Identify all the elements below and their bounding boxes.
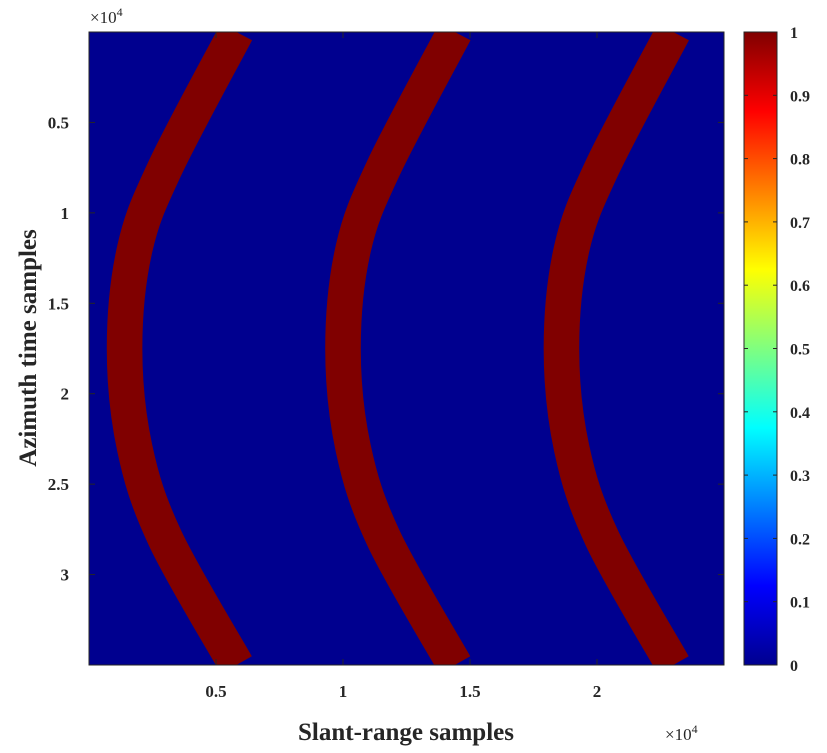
colorbar-tick-label: 0.8 bbox=[790, 152, 810, 169]
y-tick-label: 2.5 bbox=[48, 475, 69, 494]
colorbar-tick-label: 1 bbox=[790, 25, 798, 42]
y-tick-label: 1.5 bbox=[48, 294, 69, 313]
y-tick-label: 0.5 bbox=[48, 113, 69, 132]
y-axis-exponent: ×104 bbox=[90, 5, 123, 27]
x-tick-label: 1 bbox=[339, 682, 348, 701]
y-tick-label: 2 bbox=[61, 385, 70, 404]
colorbar-gradient bbox=[743, 31, 778, 666]
x-axis-ticks: 0.5 1 1.5 2 bbox=[205, 32, 601, 701]
colorbar-tick-label: 0 bbox=[790, 658, 798, 675]
colorbar-tick-label: 0.2 bbox=[790, 531, 810, 548]
colorbar-tick-label: 0.5 bbox=[790, 342, 810, 359]
colorbar-tick-label: 0.7 bbox=[790, 215, 810, 232]
x-tick-label: 2 bbox=[593, 682, 602, 701]
plot-area: 0.5 1 1.5 2 0.5 1 1.5 2 2.5 3 bbox=[48, 31, 725, 701]
x-axis-exponent: ×104 bbox=[665, 722, 698, 744]
colorbar-tick-label: 0.4 bbox=[790, 405, 810, 422]
plot-frame bbox=[88, 31, 725, 666]
colorbar-tick-label: 0.1 bbox=[790, 595, 810, 612]
colorbar-tick-label: 0.3 bbox=[790, 468, 810, 485]
x-tick-label: 1.5 bbox=[459, 682, 480, 701]
x-tick-label: 0.5 bbox=[205, 682, 226, 701]
x-axis-title: Slant-range samples bbox=[298, 719, 514, 746]
range-curves bbox=[106, 32, 689, 665]
range-curve-2 bbox=[325, 32, 471, 665]
y-axis-title: Azimuth time samples bbox=[15, 229, 42, 467]
range-curve-3 bbox=[543, 32, 689, 665]
y-tick-label: 3 bbox=[61, 566, 70, 585]
y-axis-ticks: 0.5 1 1.5 2 2.5 3 bbox=[48, 113, 724, 585]
y-tick-label: 1 bbox=[61, 204, 70, 223]
colorbar-tick-label: 0.9 bbox=[790, 88, 810, 105]
colorbar-tick-label: 0.6 bbox=[790, 278, 810, 295]
colorbar-ticks: 0 0.1 0.2 0.3 0.4 0.5 0.6 0.7 0.8 0.9 1 bbox=[744, 25, 810, 675]
colorbar: 0 0.1 0.2 0.3 0.4 0.5 0.6 0.7 0.8 0.9 1 bbox=[743, 25, 810, 675]
range-curve-1 bbox=[106, 32, 253, 665]
